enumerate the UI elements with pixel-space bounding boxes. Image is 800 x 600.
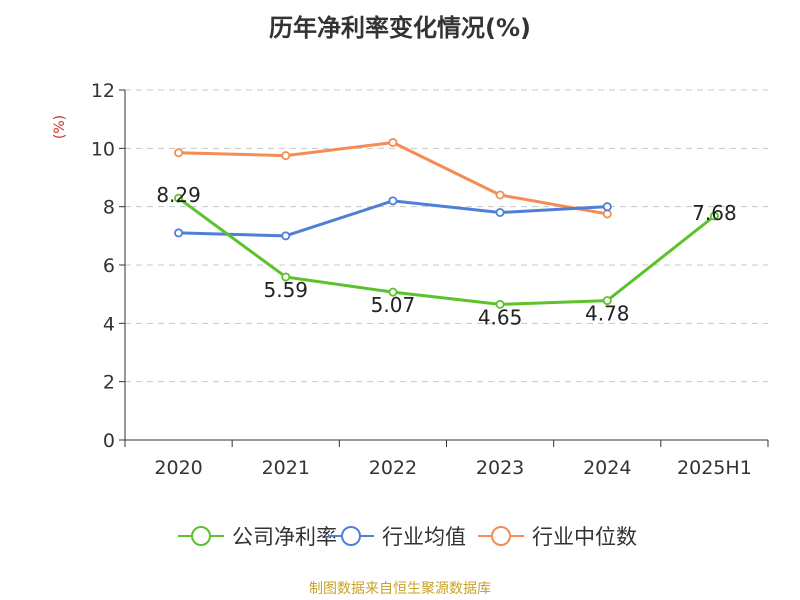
y-tick-label: 2 [103,372,115,394]
legend-label: 行业中位数 [532,525,637,549]
y-tick-label: 10 [91,138,115,160]
data-point[interactable] [495,207,505,217]
legend-item[interactable]: 行业均值 [328,525,466,549]
y-tick-label: 4 [103,313,115,335]
source-note: 制图数据来自恒生聚源数据库 [309,581,491,597]
data-point[interactable] [388,196,398,206]
series-line [178,199,608,238]
legend-marker [341,526,361,546]
chart-title: 历年净利率变化情况(%) [269,14,531,42]
data-point[interactable] [709,211,719,221]
data-point[interactable] [602,202,612,212]
grid-lines [125,89,768,383]
y-tick-label: 12 [91,80,115,102]
data-point[interactable] [495,190,505,200]
data-point[interactable] [281,231,291,241]
x-tick-label: 2023 [476,457,524,479]
data-label: 4.65 [478,305,523,329]
data-point[interactable] [495,299,505,309]
data-point[interactable] [602,296,612,306]
data-label: 4.78 [585,302,630,326]
y-tick-label: 0 [103,430,115,452]
legend-item[interactable]: 公司净利率 [178,525,337,549]
data-point[interactable] [174,228,184,238]
legend-label: 公司净利率 [232,525,337,549]
y-axis-label: (%) [52,115,68,139]
x-tick-label: 2025H1 [677,457,752,479]
axes: 0 2 4 6 8 10 12 2020 2021 2022 2023 2024 2025H1 [91,80,769,479]
x-tick-label: 2022 [369,457,417,479]
x-tick-label: 2020 [154,457,202,479]
x-tick-label: 2021 [262,457,310,479]
legend-label: 行业均值 [382,525,466,549]
data-point[interactable] [388,137,398,147]
data-labels: 8.29 5.59 5.07 4.65 4.78 7.68 [156,183,736,329]
data-point[interactable] [388,287,398,297]
legend[interactable]: 公司净利率 行业均值 行业中位数 [178,525,637,549]
legend-item[interactable]: 行业中位数 [478,525,637,549]
data-point[interactable] [281,272,291,282]
data-label: 8.29 [156,183,201,207]
series [174,137,719,309]
data-point[interactable] [602,209,612,219]
data-label: 5.07 [371,293,416,317]
y-tick-label: 6 [103,255,115,277]
data-point[interactable] [174,193,184,203]
legend-marker [191,526,211,546]
data-label: 7.68 [692,201,737,225]
series-line [177,196,716,306]
data-point[interactable] [174,148,184,158]
x-tick-label: 2024 [583,457,631,479]
y-tick-label: 8 [103,197,115,219]
data-label: 5.59 [263,278,308,302]
legend-marker [491,526,511,546]
data-point[interactable] [281,151,291,161]
